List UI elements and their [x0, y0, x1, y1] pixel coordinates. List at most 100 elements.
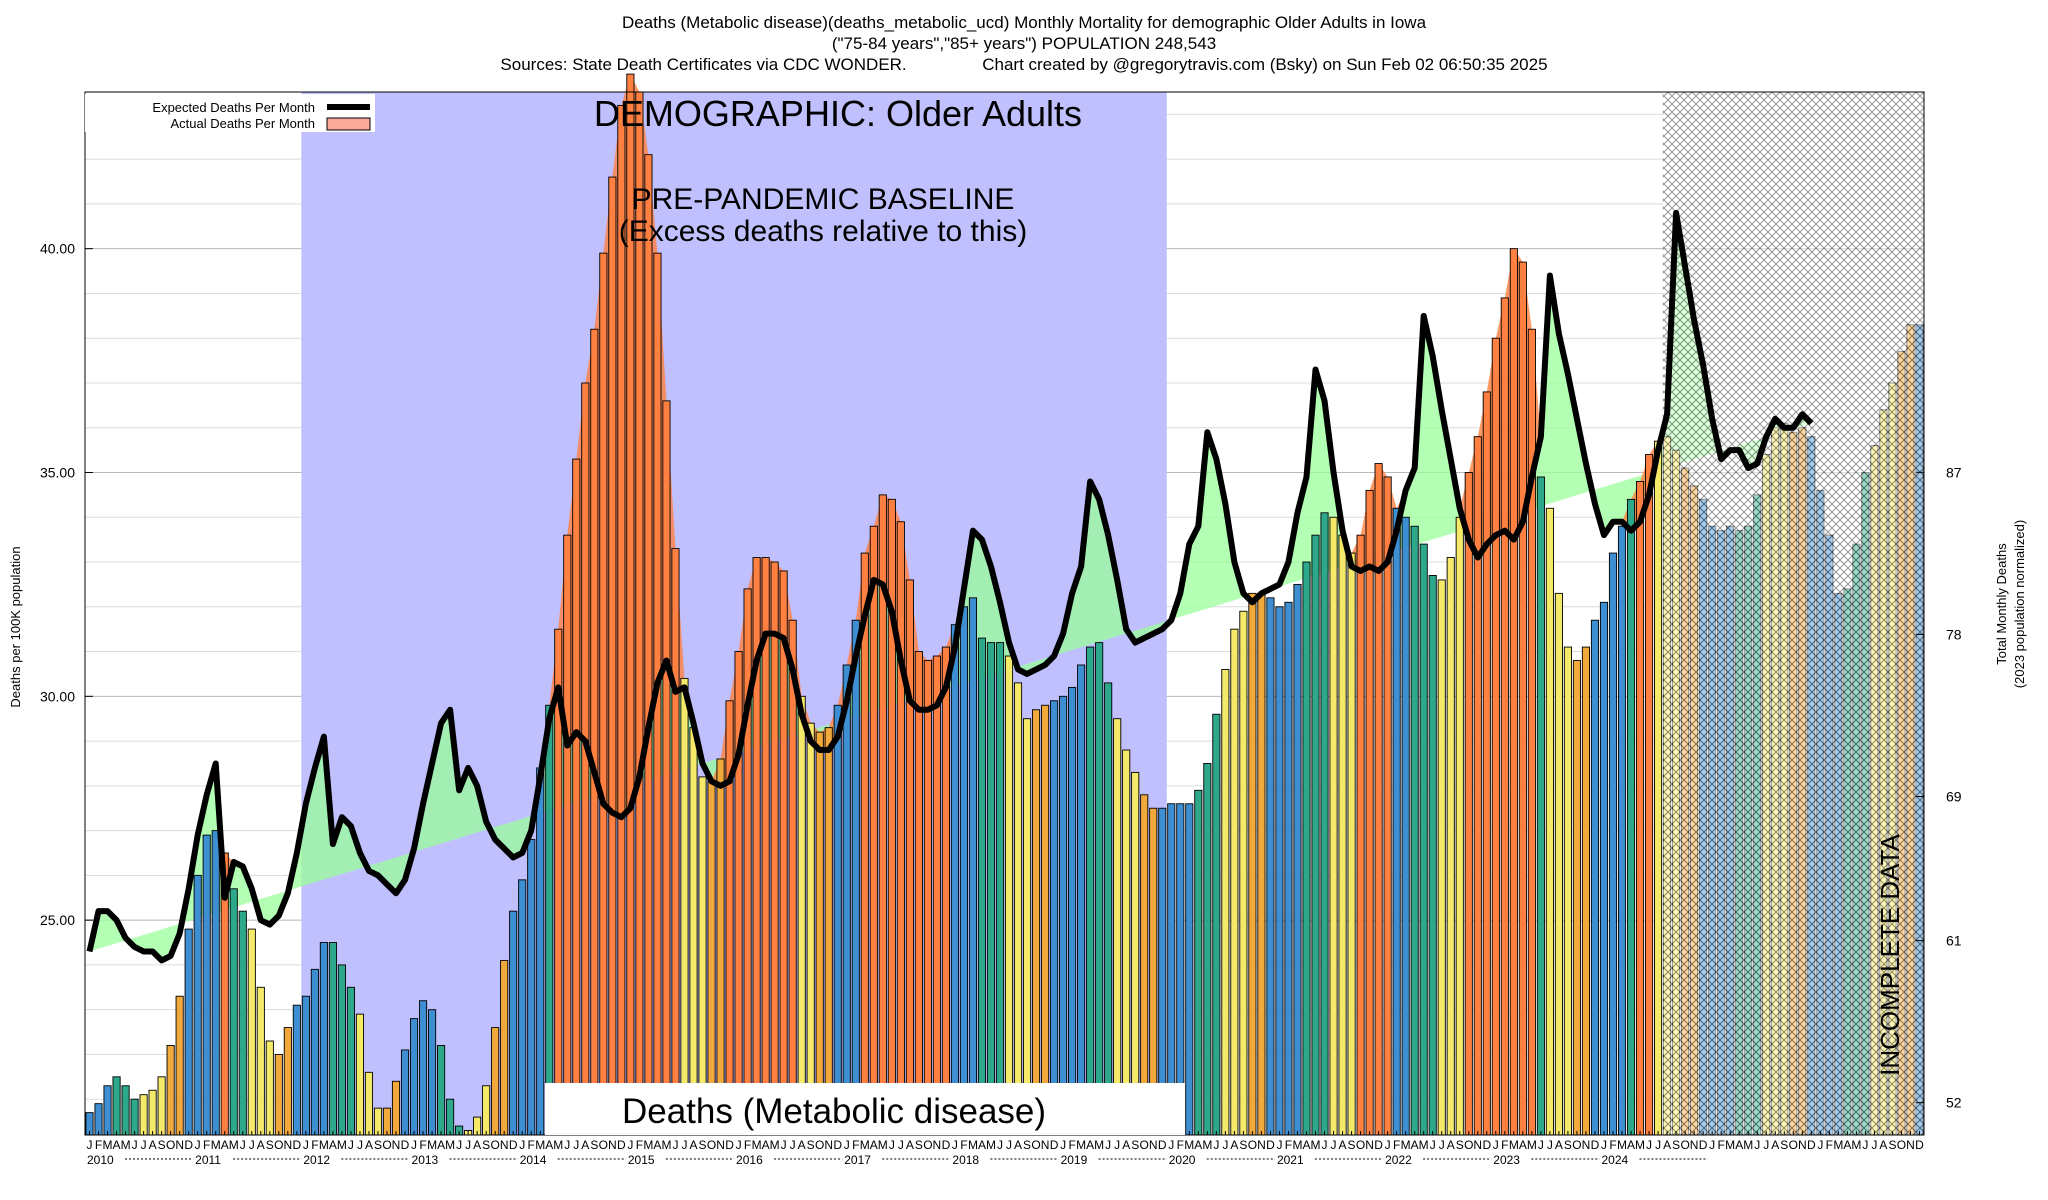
actual-bar [1095, 642, 1104, 1136]
actual-bar [211, 830, 220, 1136]
x-month-label: N [824, 1138, 833, 1152]
right-y-tick-label: 69 [1946, 789, 1962, 805]
legend-actual-swatch [326, 117, 371, 131]
x-month-label: J [1331, 1138, 1337, 1152]
x-month-label: J [681, 1138, 687, 1152]
chart-source-line: Sources: State Death Certificates via CD… [500, 55, 1548, 74]
actual-bar [995, 642, 1005, 1136]
x-month-label: A [870, 1138, 878, 1152]
actual-bar [743, 588, 752, 1136]
x-month-label: S [1348, 1138, 1356, 1152]
x-month-label: N [1582, 1138, 1591, 1152]
x-month-label: S [1780, 1138, 1788, 1152]
actual-bar [364, 1071, 374, 1136]
left-axis-label: Deaths per 100K population [8, 546, 23, 707]
actual-bar [1050, 700, 1059, 1136]
x-month-label: O [707, 1138, 716, 1152]
x-month-label: O [1897, 1138, 1906, 1152]
x-month-label: M [1401, 1138, 1411, 1152]
x-month-label: M [968, 1138, 978, 1152]
x-month-label: A [365, 1138, 373, 1152]
x-month-label: O [1356, 1138, 1365, 1152]
incomplete-data-label: INCOMPLETE DATA [1875, 833, 1905, 1075]
x-month-label: F [203, 1138, 210, 1152]
x-month-label: M [337, 1138, 347, 1152]
x-month-label: J [1430, 1138, 1436, 1152]
actual-bar [175, 995, 184, 1136]
x-month-label: D [1482, 1138, 1491, 1152]
x-month-label: A [1014, 1138, 1022, 1152]
x-month-label: M [427, 1138, 437, 1152]
actual-bar [599, 252, 608, 1136]
actual-bar [373, 1107, 383, 1136]
actual-bar [1013, 682, 1023, 1136]
x-month-label: A [1771, 1138, 1779, 1152]
x-month-label: M [103, 1138, 113, 1152]
actual-bar [1563, 646, 1572, 1136]
actual-bar [1302, 561, 1311, 1136]
actual-bar [644, 154, 653, 1136]
actual-bar [1031, 709, 1041, 1136]
x-month-label: D [1374, 1138, 1383, 1152]
x-month-label: O [1248, 1138, 1257, 1152]
x-month-label: O [1789, 1138, 1798, 1152]
actual-bar [1131, 771, 1140, 1136]
actual-bar [932, 655, 941, 1136]
x-month-label: M [770, 1138, 780, 1152]
x-month-label: A [149, 1138, 157, 1152]
x-month-label: J [573, 1138, 579, 1152]
actual-bar [914, 651, 923, 1136]
actual-bar [590, 328, 599, 1136]
actual-bar [572, 458, 581, 1136]
actual-bar [1626, 498, 1636, 1136]
x-month-label: J [456, 1138, 462, 1152]
actual-bar [770, 561, 779, 1136]
actual-bar [1004, 655, 1014, 1136]
actual-bar [346, 986, 355, 1136]
x-month-label: J [736, 1138, 742, 1152]
x-month-label: M [1311, 1138, 1321, 1152]
x-month-label: A [1230, 1138, 1238, 1152]
x-month-label: A [257, 1138, 265, 1152]
x-month-label: D [1266, 1138, 1275, 1152]
x-month-label: A [1519, 1138, 1527, 1152]
x-month-label: J [303, 1138, 309, 1152]
x-month-label: D [184, 1138, 193, 1152]
x-month-label: A [329, 1138, 337, 1152]
actual-bar [409, 1018, 419, 1136]
x-month-label: J [1105, 1138, 1111, 1152]
actual-bar [545, 704, 554, 1136]
actual-bar [1500, 297, 1509, 1136]
x-month-label: F [852, 1138, 859, 1152]
x-month-label: N [283, 1138, 292, 1152]
x-month-label: F [636, 1138, 643, 1152]
x-month-label: A [1627, 1138, 1635, 1152]
legend-actual-label: Actual Deaths Per Month [170, 116, 315, 131]
x-month-label: O [1464, 1138, 1473, 1152]
x-month-label: M [1419, 1138, 1429, 1152]
x-month-label: N [1041, 1138, 1050, 1152]
x-month-label: A [1879, 1138, 1887, 1152]
right-y-tick-label: 78 [1946, 626, 1962, 642]
x-month-label: J [1709, 1138, 1715, 1152]
actual-bar [896, 521, 905, 1136]
x-month-label: M [878, 1138, 888, 1152]
x-month-label: J [357, 1138, 363, 1152]
actual-bar [265, 1040, 274, 1136]
x-year-label: 2017 [844, 1153, 871, 1167]
x-month-label: N [1798, 1138, 1807, 1152]
actual-bar [319, 942, 328, 1136]
x-month-label: O [1140, 1138, 1149, 1152]
actual-bar [1365, 489, 1374, 1136]
x-month-label: M [319, 1138, 329, 1152]
actual-bar [815, 731, 824, 1136]
x-month-label: J [997, 1138, 1003, 1152]
actual-bar [1554, 592, 1563, 1136]
actual-bar [301, 995, 310, 1136]
x-month-label: O [166, 1138, 175, 1152]
expected-deaths-line [86, 209, 1814, 964]
actual-bar [527, 839, 536, 1136]
actual-bar [1239, 610, 1248, 1136]
